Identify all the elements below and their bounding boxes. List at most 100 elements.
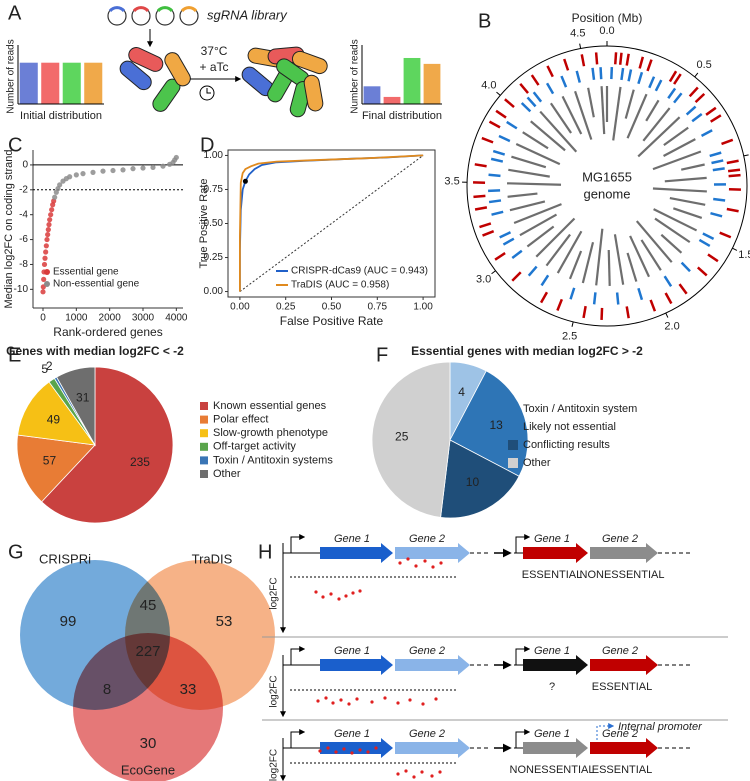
gene-tick (678, 283, 688, 295)
pie-slice (440, 439, 520, 519)
bar (19, 62, 38, 104)
y-tick-label: -4 (19, 209, 28, 220)
point (41, 261, 48, 268)
essentiality-label: ? (549, 681, 555, 693)
point (150, 164, 156, 171)
coverage-spike (637, 116, 681, 158)
gene-tick (654, 79, 663, 92)
coverage-spike (522, 131, 549, 150)
pie-slice (371, 361, 451, 518)
x-tick (665, 312, 669, 318)
legend-label: Slow-growth phenotype (213, 427, 328, 439)
legend-swatch (200, 470, 208, 478)
legend-swatch (508, 440, 518, 450)
coverage-spike (515, 143, 561, 166)
bar (423, 63, 441, 104)
bacteria-final (241, 46, 328, 118)
gene-label: Gene 2 (602, 728, 638, 740)
gene-tick (563, 58, 570, 71)
region-count: 99 (60, 613, 77, 630)
x-tick-label: 2000 (99, 313, 122, 324)
gene-tick (705, 106, 717, 116)
gene-tick (696, 266, 708, 277)
fc-dot (398, 561, 402, 565)
x-tick-label: 1000 (65, 313, 88, 324)
fc-dot (334, 750, 338, 754)
gene-label: Gene 2 (602, 645, 638, 657)
fc-dot (374, 746, 378, 750)
gene-arrow (590, 738, 658, 758)
legend-swatch (508, 422, 518, 432)
gene-tick (726, 207, 739, 213)
coverage-spike (600, 86, 606, 135)
fc-dot (406, 557, 410, 561)
x-tick-label: 1.00 (413, 302, 433, 313)
gene-label: Gene 1 (534, 645, 570, 657)
pie-slice (17, 381, 96, 446)
slice-label: 4 (458, 385, 465, 399)
x-tick (491, 270, 496, 275)
fc-dot (358, 589, 362, 593)
fc-dot (329, 592, 333, 596)
fc-dot (344, 594, 348, 598)
x-tick-label: 0.00 (230, 302, 250, 313)
coverage-spike (507, 192, 538, 198)
fc-dot (324, 696, 328, 700)
promoter (515, 646, 531, 665)
gene-tick (498, 134, 511, 143)
coverage-spike (663, 126, 689, 147)
point (40, 289, 46, 295)
coverage-spike (642, 107, 671, 142)
coverage-spike (626, 252, 638, 282)
gene-tick (646, 59, 653, 72)
gene-tick (680, 261, 691, 273)
gene-tick (625, 53, 630, 66)
gene-tick (673, 92, 683, 104)
gene-tick (560, 75, 568, 88)
promoter (290, 646, 306, 665)
gene-tick (721, 138, 734, 146)
fc-dot (423, 559, 427, 563)
x-tick-label: 4000 (165, 313, 188, 324)
fc-dot (366, 750, 370, 754)
y-axis-title: Number of reads (350, 39, 361, 113)
coverage-spike (669, 196, 706, 206)
legend-swatch (200, 456, 208, 465)
chart-title: Genes with median log2FC < -2 (6, 344, 184, 358)
legend-label: Toxin / Antitoxin systems (213, 454, 333, 466)
gene-arrow (395, 543, 470, 563)
panel-letter: E (8, 344, 21, 366)
gene-tick (702, 232, 715, 240)
legend-label: Known essential genes (213, 400, 327, 412)
fc-dot (314, 590, 318, 594)
region-count: 30 (140, 735, 157, 752)
panel-letter: C (8, 134, 22, 156)
gene-tick (474, 206, 488, 211)
legend-label: Conflicting results (523, 439, 610, 451)
point (49, 207, 55, 213)
x-tick-label: 0.75 (368, 302, 388, 313)
coverage-spike (645, 99, 660, 122)
gene-tick (668, 70, 678, 83)
promoter (515, 534, 531, 553)
coverage-spike (556, 230, 583, 274)
point (43, 243, 49, 249)
gene-tick (511, 271, 522, 282)
gene-tick (582, 305, 587, 319)
gene-label: Gene 1 (334, 728, 370, 740)
point (43, 249, 49, 255)
gene-tick (580, 54, 586, 67)
fc-dot (414, 564, 418, 568)
slice-label: 13 (489, 418, 503, 432)
fc-dot (337, 597, 341, 601)
coverage-spike (613, 234, 625, 285)
plasmids (107, 6, 199, 26)
gene-tick (473, 194, 486, 199)
gene-tick (527, 265, 538, 277)
fc-dot (430, 774, 434, 778)
gene-arrow (395, 738, 470, 758)
coverage-spike (607, 249, 611, 286)
gene-tick (490, 157, 504, 163)
gene-tick (627, 69, 633, 82)
x-tick (694, 72, 699, 78)
